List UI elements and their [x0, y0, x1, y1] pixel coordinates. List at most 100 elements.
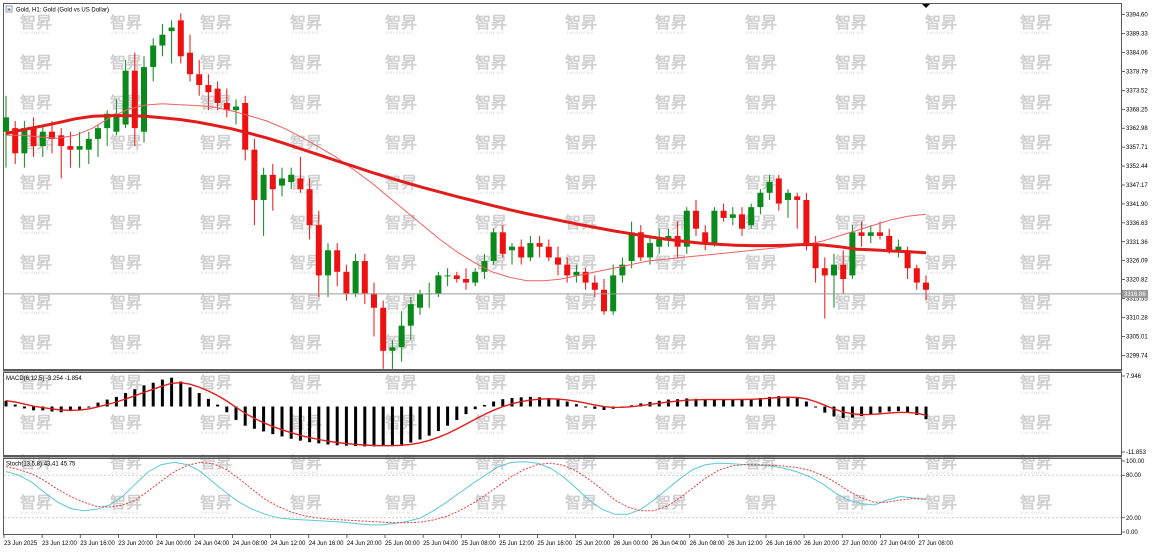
candle: [343, 264, 350, 301]
watermark-text: 智昇: [475, 413, 507, 432]
macd-bar: [446, 406, 450, 426]
macd-axis: 7.946 -11.853: [1122, 374, 1147, 456]
watermark-text: 智昇: [475, 293, 507, 312]
watermark-subtext: ZHISHENG: [386, 150, 415, 155]
watermark-subtext: ZHISHENG: [201, 70, 230, 75]
watermark-text: 智昇: [385, 453, 417, 472]
candle-body: [564, 264, 571, 276]
watermark-subtext: ZHISHENG: [926, 110, 955, 115]
watermark-subtext: ZHISHENG: [111, 270, 140, 275]
watermark-subtext: ZHISHENG: [476, 310, 505, 315]
watermark-text: 智昇: [1020, 453, 1052, 472]
watermark-text: 智昇: [110, 133, 142, 152]
candle-body: [923, 282, 929, 290]
candle-body: [831, 264, 837, 276]
watermark-subtext: ZHISHENG: [1021, 470, 1050, 475]
watermark-text: 智昇: [475, 93, 507, 112]
candle-body: [334, 250, 341, 272]
macd-bar: [832, 406, 836, 417]
watermark-subtext: ZHISHENG: [926, 390, 955, 395]
watermark-subtext: ZHISHENG: [926, 190, 955, 195]
watermark-subtext: ZHISHENG: [656, 30, 685, 35]
watermark-subtext: ZHISHENG: [656, 270, 685, 275]
candle-body: [683, 210, 690, 247]
candle: [39, 124, 46, 157]
candle-body: [637, 232, 644, 258]
candle-body: [306, 189, 313, 226]
watermark-text: 智昇: [290, 493, 322, 512]
watermark-text: 智昇: [565, 13, 597, 32]
watermark-subtext: ZHISHENG: [21, 430, 50, 435]
candle: [444, 268, 451, 287]
candle: [453, 271, 460, 283]
watermark-text: 智昇: [1020, 293, 1052, 312]
watermark-subtext: ZHISHENG: [926, 310, 955, 315]
candle: [58, 128, 65, 179]
watermark-text: 智昇: [200, 493, 232, 512]
watermark-subtext: ZHISHENG: [836, 190, 865, 195]
candle: [683, 207, 690, 254]
time-tick-label: 25 Jun 04:00: [423, 541, 458, 547]
watermark-text: 智昇: [655, 93, 687, 112]
macd-bar: [896, 406, 900, 412]
candle: [702, 225, 709, 251]
watermark-text: 智昇: [835, 173, 867, 192]
candle-body: [748, 207, 755, 226]
candle-body: [536, 243, 543, 247]
candle: [315, 210, 322, 297]
watermark-subtext: ZHISHENG: [746, 390, 775, 395]
candle: [601, 278, 607, 315]
watermark-text: 智昇: [290, 333, 322, 352]
candle-body: [849, 232, 856, 276]
macd-bar: [188, 387, 192, 407]
candle-body: [582, 271, 589, 283]
watermark-text: 智昇: [745, 333, 777, 352]
candle: [398, 311, 405, 362]
watermark-subtext: ZHISHENG: [656, 350, 685, 355]
watermark-text: 智昇: [745, 493, 777, 512]
watermark-subtext: ZHISHENG: [386, 390, 415, 395]
watermark-text: 智昇: [200, 173, 232, 192]
macd-bar: [243, 406, 247, 426]
watermark-subtext: ZHISHENG: [21, 190, 50, 195]
candle-body: [527, 243, 534, 258]
candle-body: [196, 74, 203, 86]
candle: [720, 203, 727, 222]
candle-body: [85, 138, 92, 150]
stoch-tick-label: 80.00: [1126, 473, 1142, 479]
one-click-trading-arrow-icon[interactable]: [922, 4, 930, 8]
candle: [656, 228, 663, 254]
price-tick-label: 3315.55: [1126, 297, 1148, 303]
macd-bar: [133, 389, 137, 407]
watermark-text: 智昇: [20, 53, 52, 72]
candle: [463, 268, 469, 290]
price-tick-label: 3373.52: [1126, 88, 1148, 94]
macd-bar: [860, 406, 864, 417]
candle-body: [260, 174, 267, 200]
candle: [573, 264, 580, 283]
candle-body: [223, 102, 230, 111]
watermark-subtext: ZHISHENG: [836, 390, 865, 395]
watermark-text: 智昇: [475, 373, 507, 392]
stoch-panel[interactable]: [3, 458, 1122, 535]
watermark-text: 智昇: [20, 333, 52, 352]
watermark-subtext: ZHISHENG: [291, 30, 320, 35]
watermark-text: 智昇: [110, 493, 142, 512]
watermark-subtext: ZHISHENG: [111, 470, 140, 475]
stoch-tick-label: 20.00: [1126, 516, 1142, 522]
watermark-text: 智昇: [290, 293, 322, 312]
time-tick-label: 25 Jun 12:00: [499, 541, 534, 547]
watermark-text: 智昇: [110, 373, 142, 392]
time-tick-label: 24 Jun 16:00: [309, 541, 344, 547]
candle-body: [628, 232, 635, 262]
watermark-text: 智昇: [290, 93, 322, 112]
watermark-subtext: ZHISHENG: [1021, 390, 1050, 395]
watermark-text: 智昇: [565, 373, 597, 392]
candle-body: [453, 275, 460, 279]
candle: [269, 164, 276, 211]
macd-bar: [823, 406, 827, 413]
watermark-subtext: ZHISHENG: [566, 310, 595, 315]
candle-body: [509, 246, 515, 251]
candle: [858, 221, 865, 247]
watermark-text: 智昇: [745, 293, 777, 312]
